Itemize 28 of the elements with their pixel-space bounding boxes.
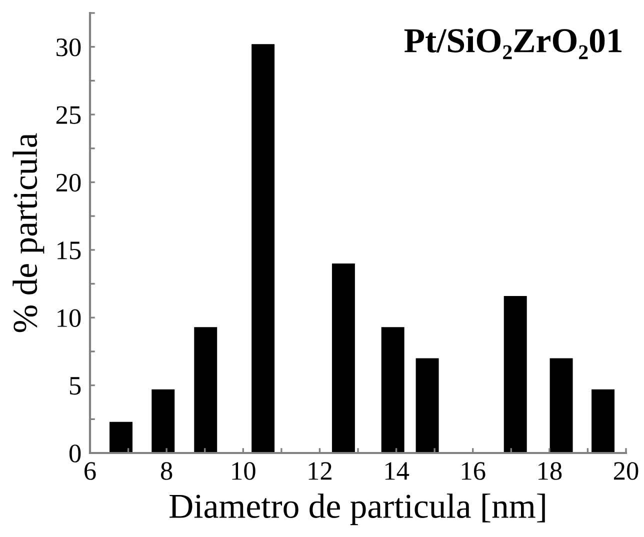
bar [592, 389, 615, 453]
bar [550, 358, 573, 453]
y-tick-label: 20 [56, 174, 81, 192]
x-tick-label: 16 [462, 462, 486, 480]
bar [194, 327, 218, 453]
x-tick-label: 6 [84, 462, 96, 480]
y-tick-label: 10 [58, 309, 81, 328]
y-tick-label: 30 [56, 38, 81, 56]
x-tick-label: 20 [614, 462, 638, 480]
x-tick-label: 10 [232, 462, 256, 480]
bar [110, 422, 132, 453]
bar [416, 358, 439, 453]
x-tick-label: 12 [308, 462, 332, 480]
bar [504, 296, 527, 453]
bar [152, 389, 175, 453]
x-tick-label: 8 [160, 462, 172, 480]
chart-title: Pt/SiO₂ZrO₂01 [404, 28, 622, 60]
bar [252, 44, 275, 453]
x-axis-title: Diametro de particula [nm] [170, 494, 545, 526]
x-tick-label: 18 [538, 462, 562, 480]
bar [332, 263, 355, 453]
bar [381, 327, 404, 453]
y-tick-label: 15 [58, 242, 81, 260]
y-tick-label: 0 [69, 444, 81, 462]
y-tick-label: 25 [56, 106, 81, 124]
y-tick-label: 5 [70, 377, 81, 395]
x-tick-label: 14 [385, 462, 410, 480]
y-axis-title: % de particula [12, 133, 44, 332]
